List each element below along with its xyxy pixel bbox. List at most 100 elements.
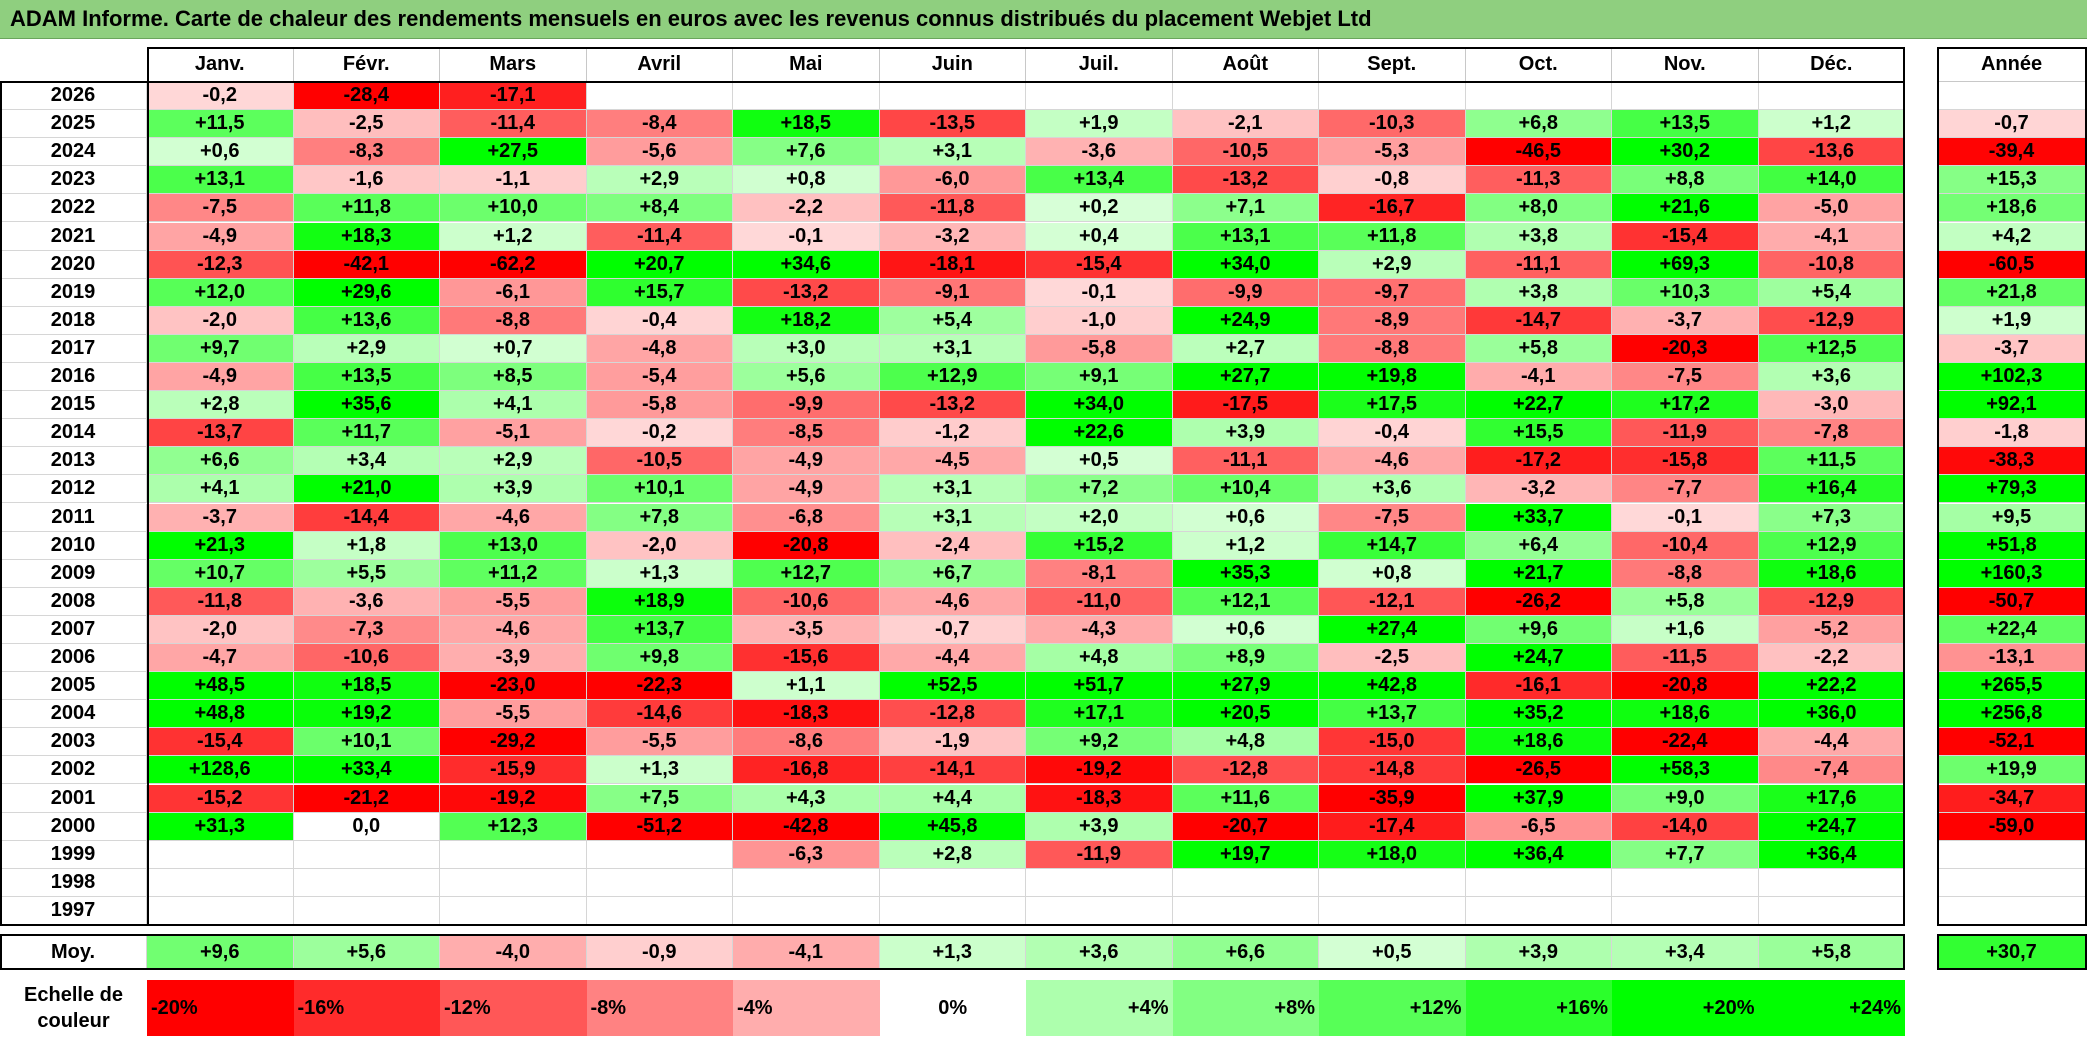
heatmap-cell: -8,8: [1319, 334, 1466, 363]
heatmap-cell: -5,3: [1319, 138, 1466, 167]
heatmap-cell: +17,2: [1612, 391, 1759, 420]
heatmap-cell: -15,2: [147, 784, 294, 813]
heatmap-cell: -17,2: [1465, 447, 1612, 476]
heatmap-cell: -0,2: [586, 419, 733, 448]
heatmap-cell: -62,2: [440, 250, 587, 279]
heatmap-cell: -18,3: [1026, 784, 1173, 813]
heatmap-cell: -42,8: [733, 812, 880, 841]
heatmap-cell: +5,8: [1465, 334, 1612, 363]
heatmap-cell: -3,7: [147, 503, 294, 532]
heatmap-cell: +0,2: [1026, 194, 1173, 223]
heatmap-cell: -15,4: [1612, 222, 1759, 251]
average-annual-cell: +30,7: [1937, 936, 2087, 969]
average-cell: -0,9: [586, 936, 733, 969]
heatmap-cell: -4,4: [879, 644, 1026, 673]
heatmap-cell: -2,2: [733, 194, 880, 223]
heatmap-cell: [586, 896, 733, 925]
heatmap-cell: -1,9: [879, 728, 1026, 757]
heatmap-cell: +1,2: [1758, 110, 1905, 139]
heatmap-cell: +13,7: [586, 615, 733, 644]
heatmap-cell: +13,6: [293, 306, 440, 335]
heatmap-cell: -11,1: [1172, 447, 1319, 476]
heatmap-cell: +4,4: [879, 784, 1026, 813]
year-label: 1999: [0, 840, 147, 869]
heatmap-cell: -10,3: [1319, 110, 1466, 139]
year-label: 2004: [0, 700, 147, 729]
heatmap-cell: -14,0: [1612, 812, 1759, 841]
heatmap-cell: [1172, 896, 1319, 925]
heatmap-cell: +3,6: [1758, 363, 1905, 392]
heatmap-cell: -3,5: [733, 615, 880, 644]
heatmap-cell: -6,8: [733, 503, 880, 532]
color-scale-stop: +4%: [1026, 980, 1173, 1036]
color-scale-stop: -8%: [586, 980, 733, 1036]
heatmap-cell: +8,4: [586, 194, 733, 223]
heatmap-cell: -5,5: [440, 700, 587, 729]
heatmap-cell: -15,8: [1612, 447, 1759, 476]
color-scale-label-line2: couleur: [37, 1010, 110, 1032]
heatmap-cell: -11,8: [147, 587, 294, 616]
heatmap-cell: -14,1: [879, 756, 1026, 785]
average-cell: +9,6: [147, 936, 294, 969]
heatmap-cell: +18,6: [1465, 728, 1612, 757]
heatmap-cell: +6,7: [879, 559, 1026, 588]
heatmap-cell: +21,6: [1612, 194, 1759, 223]
heatmap-cell: +5,6: [733, 363, 880, 392]
annual-cell: +256,8: [1937, 700, 2087, 729]
heatmap-cell: +7,7: [1612, 840, 1759, 869]
heatmap-cell: +1,3: [586, 559, 733, 588]
annual-cell: -13,1: [1937, 644, 2087, 673]
heatmap-cell: -4,8: [586, 334, 733, 363]
heatmap-cell: +5,8: [1612, 587, 1759, 616]
month-header: Nov.: [1612, 48, 1759, 82]
heatmap-cell: +4,1: [147, 475, 294, 504]
heatmap-cell: +12,7: [733, 559, 880, 588]
average-cell: +1,3: [879, 936, 1026, 969]
month-header: Juin: [879, 48, 1026, 82]
heatmap-cell: -15,6: [733, 644, 880, 673]
heatmap-cell: +18,9: [586, 587, 733, 616]
heatmap-cell: -10,6: [293, 644, 440, 673]
heatmap-cell: +3,1: [879, 334, 1026, 363]
heatmap-cell: +27,9: [1172, 672, 1319, 701]
heatmap-cell: -4,5: [879, 447, 1026, 476]
heatmap-cell: +4,8: [1026, 644, 1173, 673]
heatmap-cell: +12,9: [879, 363, 1026, 392]
heatmap-cell: +27,5: [440, 138, 587, 167]
heatmap-cell: +48,8: [147, 700, 294, 729]
average-label: Moy.: [0, 936, 147, 969]
heatmap-cell: -3,6: [1026, 138, 1173, 167]
heatmap-cell: -14,8: [1319, 756, 1466, 785]
heatmap-cell: +9,1: [1026, 363, 1173, 392]
heatmap-cell: [1465, 896, 1612, 925]
heatmap-cell: +36,4: [1465, 840, 1612, 869]
heatmap-cell: -13,2: [879, 391, 1026, 420]
annual-cell: -39,4: [1937, 138, 2087, 167]
heatmap-cell: -8,8: [440, 306, 587, 335]
heatmap-cell: [293, 868, 440, 897]
average-cell: +3,4: [1612, 936, 1759, 969]
heatmap-cell: -7,5: [1319, 503, 1466, 532]
heatmap-cell: +7,3: [1758, 503, 1905, 532]
heatmap-cell: -2,4: [879, 531, 1026, 560]
heatmap-cell: -4,9: [733, 475, 880, 504]
heatmap-cell: [147, 868, 294, 897]
heatmap-cell: +18,6: [1758, 559, 1905, 588]
year-label: 2020: [0, 250, 147, 279]
heatmap-cell: +19,2: [293, 700, 440, 729]
heatmap-cell: +11,8: [293, 194, 440, 223]
heatmap-cell: +13,1: [1172, 222, 1319, 251]
heatmap-cell: +42,8: [1319, 672, 1466, 701]
heatmap-cell: +34,0: [1026, 391, 1173, 420]
annual-cell: +18,6: [1937, 194, 2087, 223]
heatmap-cell: +2,9: [293, 334, 440, 363]
heatmap-cell: +7,6: [733, 138, 880, 167]
heatmap-cell: [1758, 896, 1905, 925]
heatmap-cell: [879, 896, 1026, 925]
year-label: 2025: [0, 110, 147, 139]
heatmap-cell: +11,5: [147, 110, 294, 139]
heatmap-cell: +9,8: [586, 644, 733, 673]
annual-cell: +79,3: [1937, 475, 2087, 504]
heatmap-cell: +12,3: [440, 812, 587, 841]
heatmap-cell: -4,6: [879, 587, 1026, 616]
